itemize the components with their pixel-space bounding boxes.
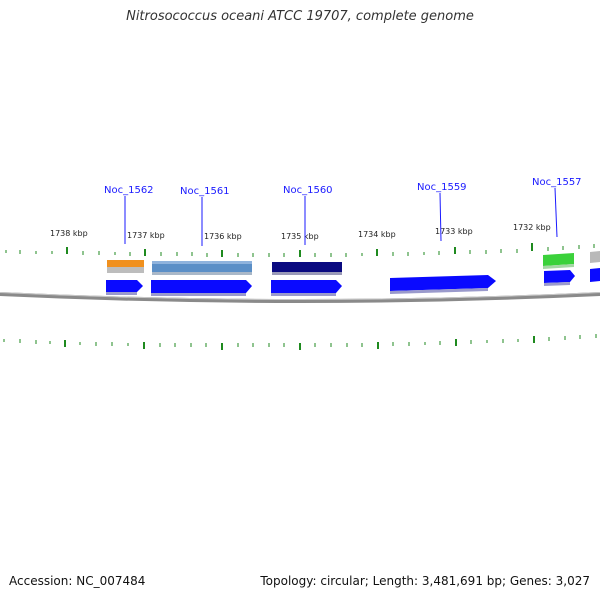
leader-line <box>439 192 442 242</box>
svg-text:Noc_1560: Noc_1560 <box>283 185 333 196</box>
genome-backbone <box>0 292 600 303</box>
feature-bar-navy[interactable] <box>272 262 342 275</box>
gene-label-noc-1561[interactable]: Noc_1561 <box>180 186 230 246</box>
kbp-label: 1736 kbp <box>204 232 242 241</box>
svg-text:Noc_1562: Noc_1562 <box>104 185 154 196</box>
kbp-label: 1738 kbp <box>50 229 88 238</box>
svg-text:Noc_1557: Noc_1557 <box>532 177 582 188</box>
genome-summary: Topology: circular; Length: 3,481,691 bp… <box>260 574 590 588</box>
kbp-label: 1735 kbp <box>281 232 319 241</box>
kbp-label: 1733 kbp <box>435 227 473 236</box>
gene-arrow-noc-1559[interactable] <box>390 275 496 294</box>
feature-bar-steelblue[interactable] <box>152 261 252 275</box>
leader-line <box>554 187 558 238</box>
feature-bar-green[interactable] <box>543 253 574 269</box>
kbp-label: 1732 kbp <box>513 223 551 232</box>
accession-label: Accession: NC_007484 <box>9 574 146 588</box>
map-title: Nitrosococcus oceani ATCC 19707, complet… <box>126 9 474 24</box>
gene-label-noc-1560[interactable]: Noc_1560 <box>283 185 333 245</box>
svg-text:Noc_1559: Noc_1559 <box>417 182 467 193</box>
gene-label-noc-1559[interactable]: Noc_1559 <box>417 182 467 242</box>
genome-backbone-highlight <box>0 292 600 300</box>
gene-arrow-noc-1561[interactable] <box>151 280 252 296</box>
gene-arrow-partial[interactable] <box>590 268 600 282</box>
gene-arrow-noc-1557[interactable] <box>544 270 575 286</box>
svg-text:Noc_1561: Noc_1561 <box>180 186 230 197</box>
feature-bar-gray[interactable] <box>590 251 600 263</box>
feature-bar-orange[interactable] <box>107 260 144 273</box>
gene-label-noc-1562[interactable]: Noc_1562 <box>104 185 154 244</box>
inner-tick-ring <box>3 334 597 350</box>
kbp-label: 1734 kbp <box>358 230 396 239</box>
outer-tick-ring <box>5 243 595 257</box>
gene-arrow-noc-1562[interactable] <box>106 280 143 295</box>
gene-label-noc-1557[interactable]: Noc_1557 <box>532 177 582 238</box>
kbp-label: 1737 kbp <box>127 231 165 240</box>
gene-arrow-noc-1560[interactable] <box>271 280 342 296</box>
